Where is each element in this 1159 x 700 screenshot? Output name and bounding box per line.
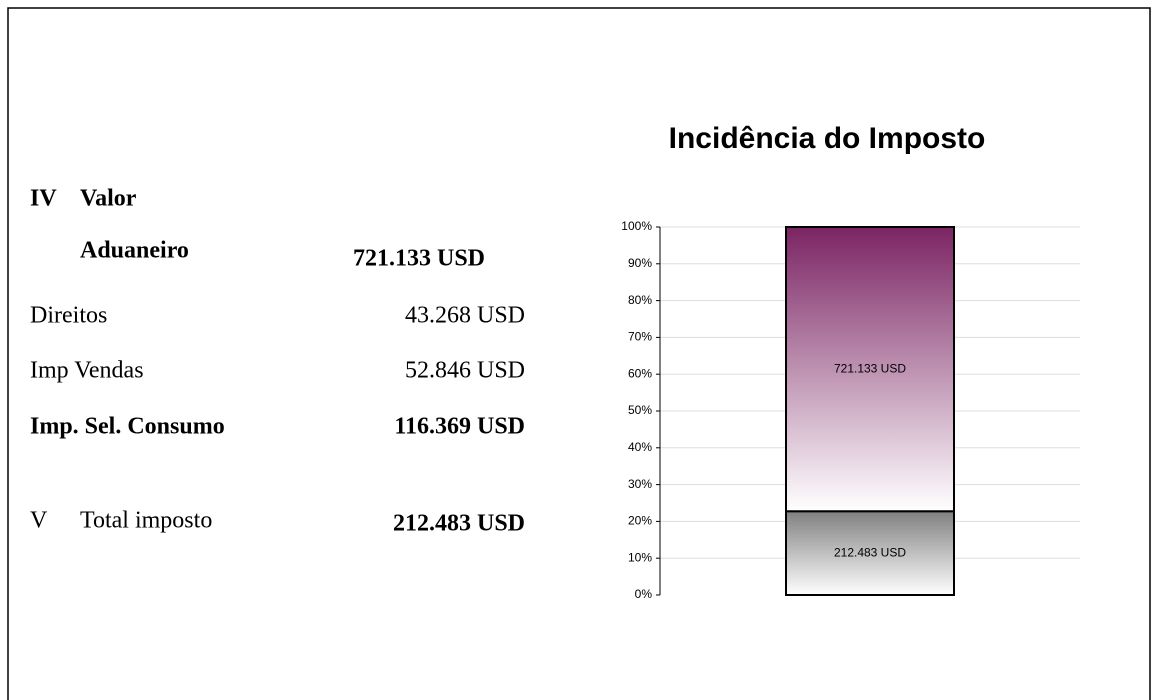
tax-label: Direitos	[30, 303, 107, 329]
chart-title: Incidência do Imposto	[669, 122, 986, 155]
section-number: IV	[30, 186, 57, 212]
section-label: Aduaneiro	[80, 238, 189, 264]
data-label: 212.483 USD	[834, 545, 906, 559]
amount: 43.268 USD	[405, 303, 525, 329]
y-tick-label: 40%	[628, 440, 652, 454]
y-tick-label: 30%	[628, 477, 652, 491]
y-tick-label: 20%	[628, 514, 652, 528]
section-number: V	[30, 508, 48, 534]
y-tick-label: 70%	[628, 330, 652, 344]
y-tick-label: 100%	[621, 219, 652, 233]
y-tick-label: 10%	[628, 550, 652, 564]
y-tick-label: 90%	[628, 256, 652, 270]
amount: 212.483 USD	[393, 511, 525, 537]
amount: 721.133 USD	[353, 246, 485, 272]
y-tick-label: 0%	[635, 587, 653, 601]
y-tick-label: 50%	[628, 403, 652, 417]
tax-label: Imp Vendas	[30, 358, 144, 384]
bar-segment	[785, 510, 955, 597]
tax-label: Imp. Sel. Consumo	[30, 414, 225, 440]
bar-segment	[785, 226, 955, 513]
section-label: Total imposto	[80, 508, 212, 534]
frame	[7, 7, 1151, 700]
amount: 52.846 USD	[405, 358, 525, 384]
amount: 116.369 USD	[394, 414, 525, 440]
y-tick-label: 80%	[628, 293, 652, 307]
section-label: Valor	[80, 186, 137, 212]
y-tick-label: 60%	[628, 366, 652, 380]
data-label: 721.133 USD	[834, 361, 906, 375]
